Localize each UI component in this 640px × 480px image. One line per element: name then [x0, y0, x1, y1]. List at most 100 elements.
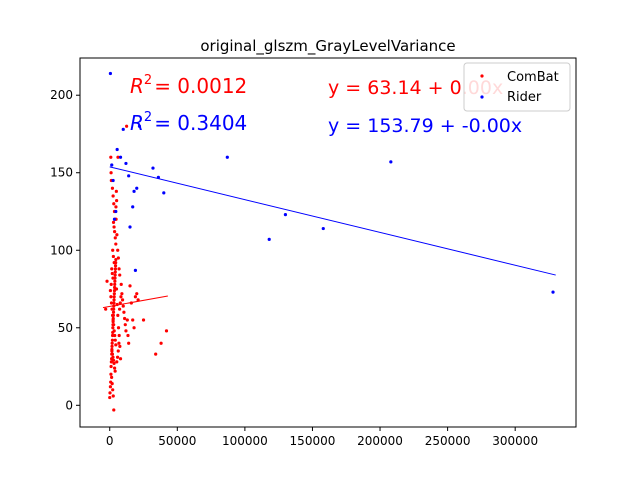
point-rider: [283, 212, 288, 217]
point-combat: [136, 298, 140, 302]
point-combat: [112, 304, 116, 308]
point-combat: [129, 301, 133, 305]
point-combat: [116, 349, 120, 353]
point-rider: [131, 205, 135, 209]
legend-label-rider: Rider: [507, 90, 542, 105]
r2-rider-superscript: 2: [144, 110, 152, 125]
r2-rider-value: = 0.3404: [154, 111, 247, 135]
legend: ComBat Rider: [463, 62, 571, 112]
point-combat: [128, 284, 132, 288]
point-rider: [225, 155, 229, 159]
point-rider: [127, 174, 131, 178]
point-combat: [113, 264, 118, 268]
point-rider: [551, 290, 555, 294]
point-combat: [113, 279, 117, 283]
point-combat: [126, 333, 130, 338]
point-combat: [108, 288, 113, 293]
point-combat: [120, 292, 124, 296]
chart-title: original_glszm_GrayLevelVariance: [200, 37, 455, 56]
point-combat: [127, 341, 131, 345]
point-combat: [113, 333, 117, 338]
point-combat: [111, 394, 115, 398]
point-combat: [115, 302, 119, 307]
point-combat: [109, 372, 113, 376]
point-combat: [154, 352, 158, 356]
point-rider: [111, 178, 115, 183]
legend-marker-combat: [480, 74, 484, 78]
y-tick-label: 200: [50, 88, 73, 102]
legend-label-combat: ComBat: [507, 70, 559, 85]
point-combat: [122, 316, 127, 321]
y-axis: 0 50 100 150 200: [50, 88, 80, 412]
point-combat: [113, 270, 117, 274]
point-combat: [117, 307, 122, 311]
point-rider: [112, 217, 117, 221]
point-combat: [114, 205, 118, 209]
point-combat: [111, 254, 115, 259]
point-combat: [112, 225, 116, 229]
point-combat: [118, 301, 122, 305]
point-combat: [110, 271, 114, 276]
point-combat: [117, 267, 121, 271]
point-combat: [108, 385, 113, 389]
point-combat: [109, 295, 113, 299]
point-combat: [121, 304, 125, 308]
point-rider: [151, 166, 155, 170]
point-combat: [124, 329, 128, 333]
point-combat: [110, 267, 114, 271]
point-rider: [128, 225, 132, 229]
point-combat: [116, 155, 120, 159]
point-combat: [118, 357, 123, 361]
point-rider: [124, 161, 128, 166]
fit-lines: [102, 166, 556, 309]
x-axis: 0 50000 100000 150000 200000 250000 300000: [106, 427, 538, 448]
point-rider: [137, 124, 142, 128]
equation-rider: y = 153.79 + -0.00x: [328, 115, 522, 137]
point-combat: [109, 155, 113, 159]
point-combat: [111, 248, 115, 252]
point-combat: [104, 307, 108, 311]
point-combat: [114, 257, 118, 262]
point-combat: [110, 338, 115, 342]
point-combat: [119, 282, 123, 286]
point-combat: [159, 341, 163, 345]
point-combat: [112, 408, 116, 412]
x-tick-label: 250000: [425, 434, 471, 448]
point-combat: [112, 202, 116, 206]
point-combat: [115, 360, 119, 364]
point-combat: [112, 366, 117, 370]
point-rider: [321, 226, 325, 231]
point-combat: [112, 361, 116, 366]
point-combat: [110, 381, 114, 386]
r2-rider-label: R2 = 0.3404: [130, 110, 247, 135]
point-combat: [110, 347, 114, 352]
scatter-points: [104, 71, 555, 412]
point-rider: [110, 163, 114, 167]
point-combat: [109, 364, 113, 369]
point-combat: [114, 287, 119, 291]
point-combat: [110, 352, 115, 356]
point-combat: [125, 124, 129, 128]
point-combat: [117, 341, 121, 345]
point-combat: [112, 323, 116, 327]
point-combat: [120, 298, 125, 302]
point-combat: [112, 301, 116, 305]
point-combat: [109, 282, 113, 286]
point-combat: [110, 307, 114, 311]
point-combat: [109, 171, 113, 175]
point-rider: [156, 175, 160, 179]
point-rider: [133, 268, 138, 273]
point-combat: [111, 326, 115, 330]
point-combat: [110, 375, 114, 379]
point-combat: [164, 329, 169, 333]
point-rider: [108, 71, 113, 76]
point-combat: [108, 391, 112, 395]
r2-rider-prefix: R: [130, 111, 144, 135]
point-combat: [112, 261, 116, 265]
point-combat: [111, 276, 115, 280]
point-combat: [105, 279, 109, 283]
point-combat: [117, 333, 121, 338]
point-rider: [267, 237, 271, 241]
r2-combat-prefix: R: [130, 74, 144, 98]
